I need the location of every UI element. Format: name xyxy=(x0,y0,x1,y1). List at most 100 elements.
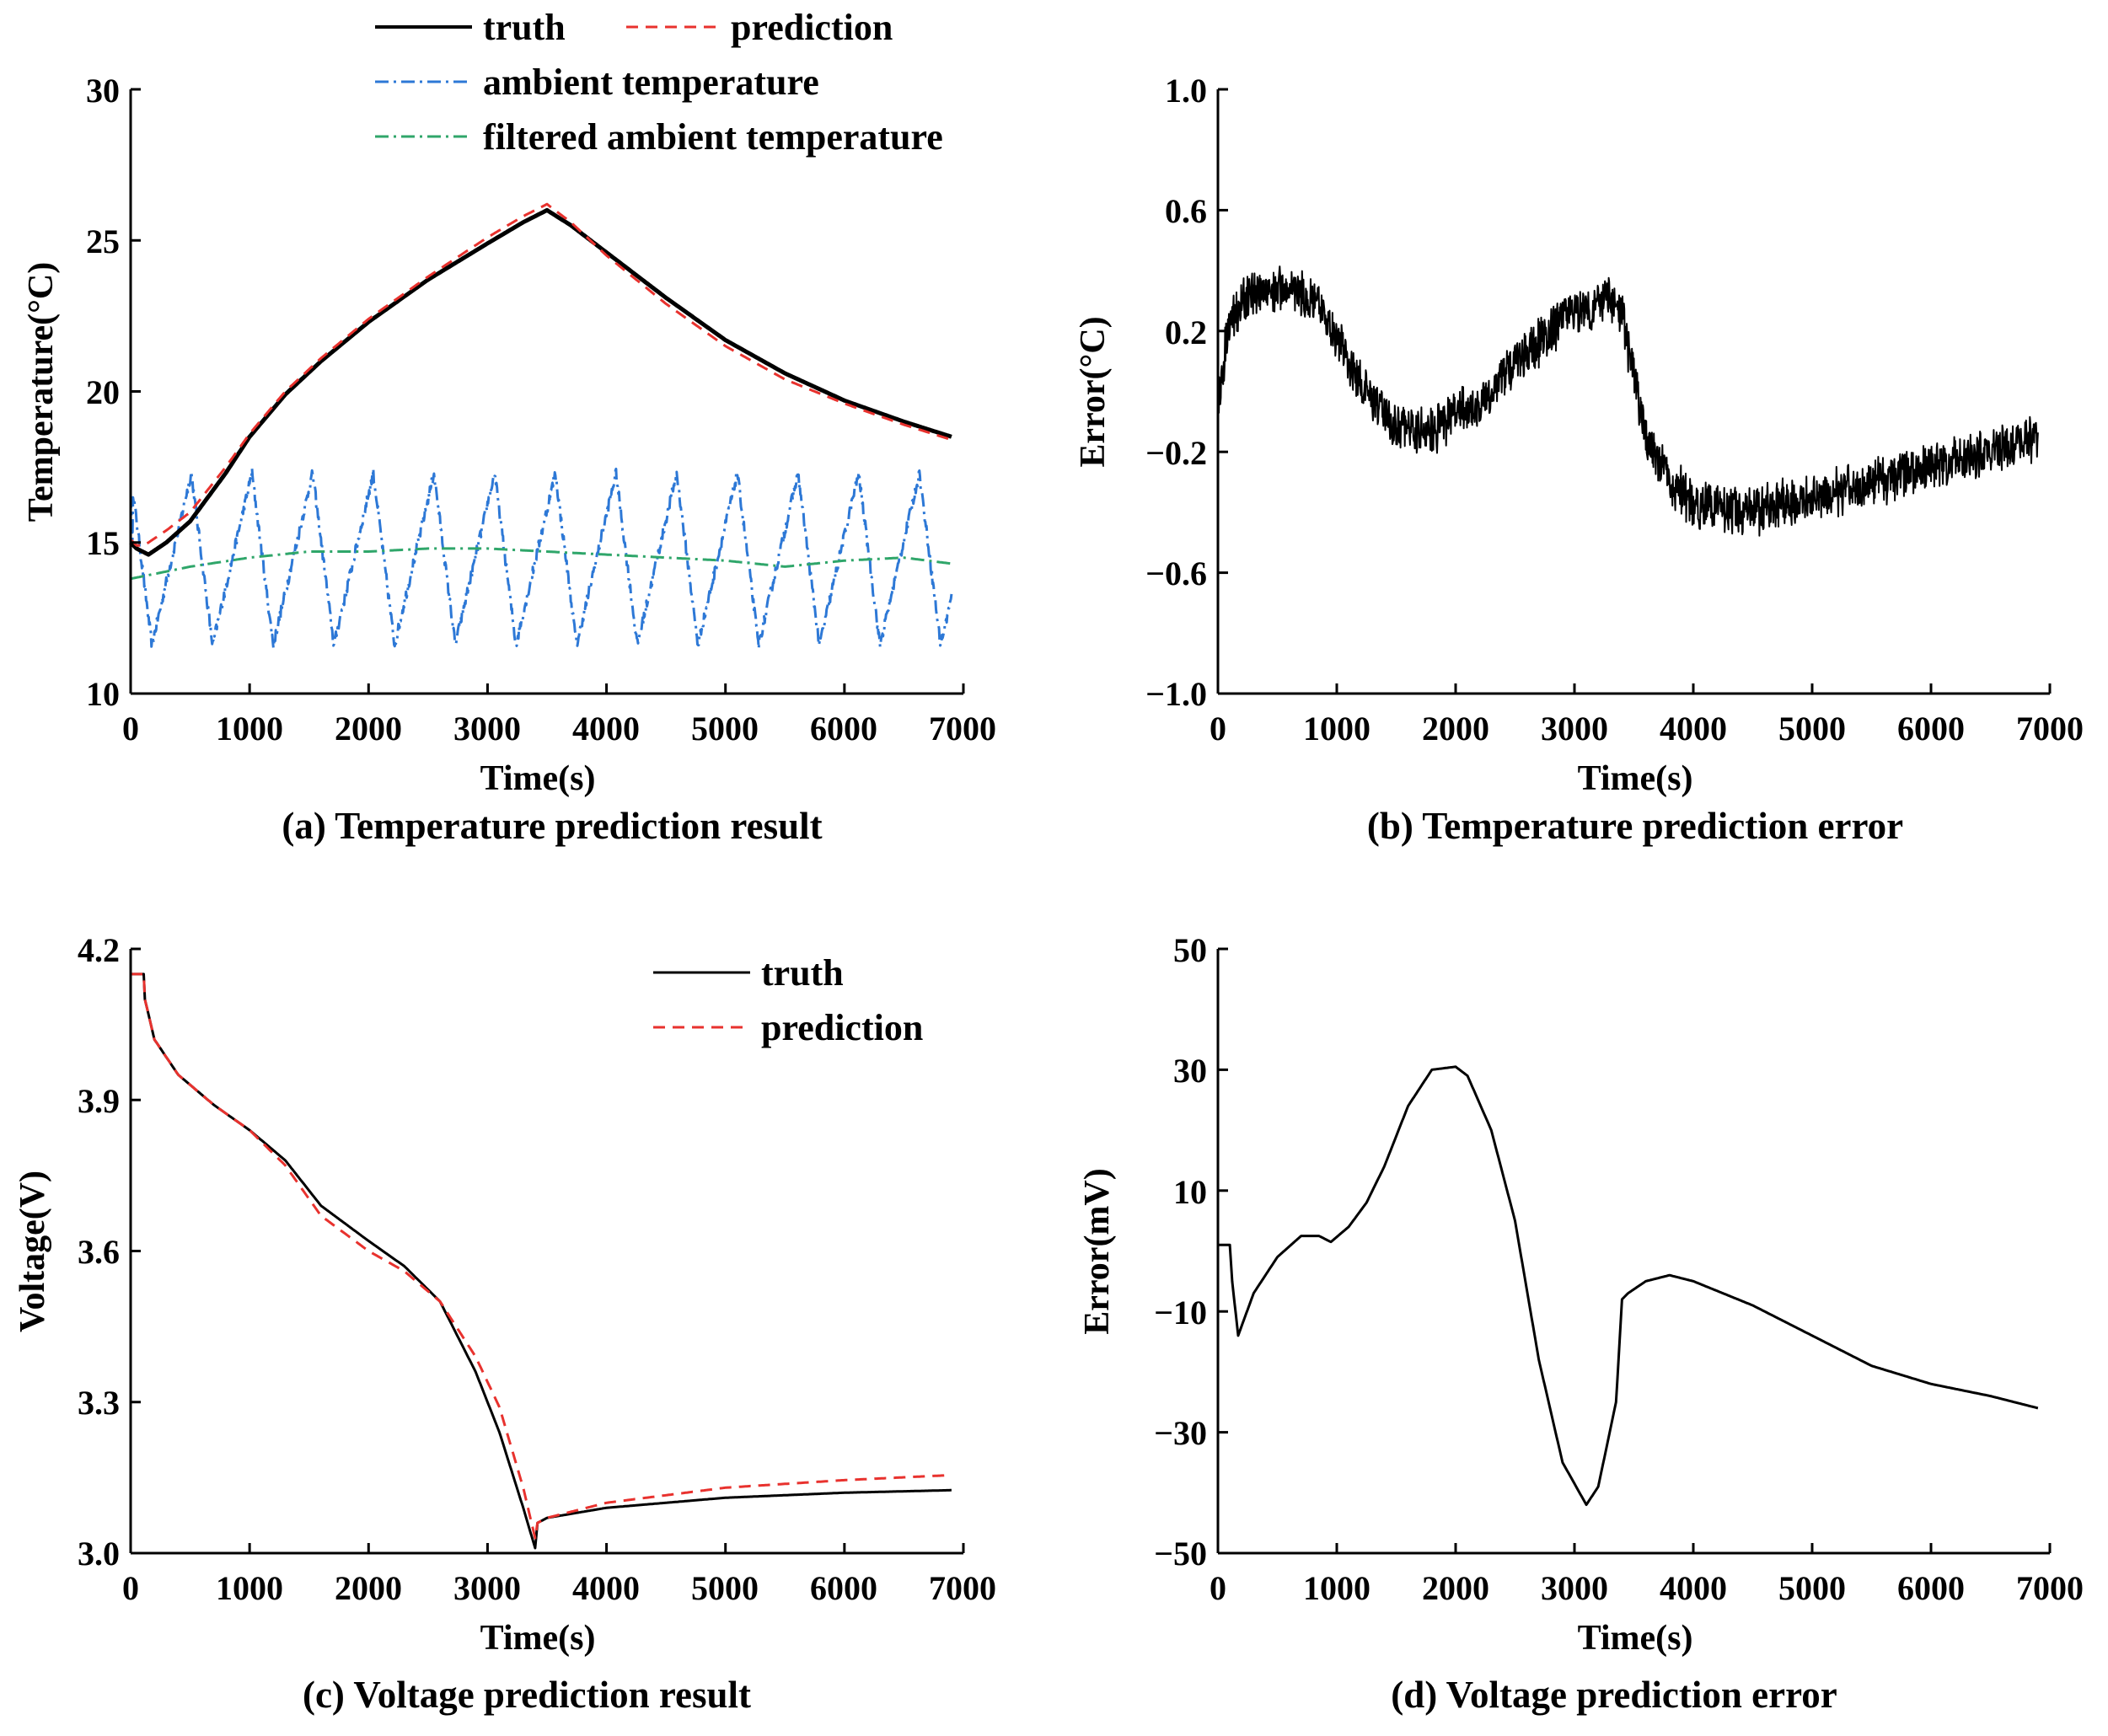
y-tick-label: 1.0 xyxy=(1165,72,1207,110)
legend-label-ambient: ambient temperature xyxy=(483,62,819,103)
y-axis-title: Voltage(V) xyxy=(13,1171,52,1332)
x-tick-label: 0 xyxy=(122,710,139,747)
y-tick-label: 3.0 xyxy=(78,1535,120,1573)
y-tick-labels: 3.0 3.3 3.6 3.9 4.2 xyxy=(78,931,120,1573)
x-tick-label: 2000 xyxy=(335,710,402,747)
series-line-prediction xyxy=(130,972,952,1540)
y-tick-label: 3.6 xyxy=(78,1233,120,1271)
x-tick-labels: 0 1000 2000 3000 4000 5000 6000 7000 xyxy=(122,710,996,747)
x-tick-label: 7000 xyxy=(2016,710,2084,747)
x-tick-label: 1000 xyxy=(1303,1569,1370,1607)
y-tick-label: 30 xyxy=(86,72,120,110)
y-tick-label: 3.9 xyxy=(78,1082,120,1120)
legend-label-truth: truth xyxy=(483,7,566,48)
y-tick-label: −30 xyxy=(1154,1414,1207,1452)
y-tick-labels: 10 15 20 25 30 xyxy=(86,72,120,713)
y-tick-label: 10 xyxy=(86,675,120,713)
legend-label-truth: truth xyxy=(761,952,844,994)
x-tick-label: 6000 xyxy=(1897,710,1965,747)
y-tick-label: −1.0 xyxy=(1145,675,1207,713)
y-tick-label: 0.2 xyxy=(1165,313,1207,351)
chart-caption: (c) Voltage prediction result xyxy=(303,1674,751,1716)
x-tick-label: 3000 xyxy=(1541,1569,1608,1607)
y-tick-label: 30 xyxy=(1173,1052,1207,1090)
legend-label-prediction: prediction xyxy=(761,1007,923,1048)
x-tick-label: 7000 xyxy=(929,1569,996,1607)
series-line-error xyxy=(1217,1065,2039,1507)
x-tick-label: 3000 xyxy=(453,1569,521,1607)
x-tick-label: 5000 xyxy=(691,1569,759,1607)
voltage-error-chart: 0 1000 2000 3000 4000 5000 6000 7000 50 … xyxy=(1078,931,2084,1716)
temperature-error-series-group xyxy=(1217,265,2039,537)
x-axis-title: Time(s) xyxy=(1578,759,1693,798)
x-tick-label: 4000 xyxy=(1660,1569,1727,1607)
x-tick-label: 6000 xyxy=(1897,1569,1965,1607)
x-axis-title: Time(s) xyxy=(480,1619,596,1658)
x-tick-label: 1000 xyxy=(216,710,283,747)
legend-label-prediction: prediction xyxy=(731,7,893,48)
temperature-error-chart: 0 1000 2000 3000 4000 5000 6000 7000 1.0… xyxy=(1074,72,2084,847)
y-tick-label: 0.6 xyxy=(1165,192,1207,230)
y-tick-label: −10 xyxy=(1154,1294,1207,1331)
x-tick-label: 1000 xyxy=(1303,710,1370,747)
x-tick-label: 3000 xyxy=(1541,710,1608,747)
x-tick-label: 4000 xyxy=(572,710,640,747)
y-tick-label: −50 xyxy=(1154,1535,1207,1573)
series-line-prediction xyxy=(129,202,952,547)
chart-caption: (b) Temperature prediction error xyxy=(1367,805,1903,847)
x-tick-label: 3000 xyxy=(453,710,521,747)
chart-caption: (d) Voltage prediction error xyxy=(1391,1674,1837,1716)
chart-caption: (a) Temperature prediction result xyxy=(282,805,822,847)
x-tick-label: 4000 xyxy=(1660,710,1727,747)
x-tick-labels: 0 1000 2000 3000 4000 5000 6000 7000 xyxy=(1210,1569,2084,1607)
x-axis-title: Time(s) xyxy=(1578,1619,1693,1658)
x-tick-label: 2000 xyxy=(335,1569,402,1607)
legend-label-filtered: filtered ambient temperature xyxy=(483,116,943,158)
x-tick-label: 0 xyxy=(122,1569,139,1607)
y-tick-label: 10 xyxy=(1173,1173,1207,1211)
x-tick-label: 2000 xyxy=(1422,710,1489,747)
series-line-truth xyxy=(129,207,952,557)
y-tick-labels: 1.0 0.6 0.2 −0.2 −0.6 −1.0 xyxy=(1145,72,1207,713)
y-tick-label: 20 xyxy=(86,373,120,411)
x-tick-label: 0 xyxy=(1210,1569,1226,1607)
x-tick-label: 0 xyxy=(1210,710,1226,747)
x-tick-labels: 0 1000 2000 3000 4000 5000 6000 7000 xyxy=(1210,710,2084,747)
x-tick-label: 1000 xyxy=(216,1569,283,1607)
x-tick-label: 5000 xyxy=(1778,1569,1846,1607)
x-tick-label: 6000 xyxy=(810,710,877,747)
series-line-error xyxy=(1217,265,2039,537)
x-tick-label: 5000 xyxy=(691,710,759,747)
axis-ticks xyxy=(129,88,965,695)
x-tick-labels: 0 1000 2000 3000 4000 5000 6000 7000 xyxy=(122,1569,996,1607)
y-tick-label: −0.6 xyxy=(1145,555,1207,592)
x-tick-label: 7000 xyxy=(2016,1569,2084,1607)
y-tick-label: 4.2 xyxy=(78,931,120,969)
x-tick-label: 2000 xyxy=(1422,1569,1489,1607)
legend: truth prediction ambient temperature fil… xyxy=(375,7,943,158)
y-tick-label: −0.2 xyxy=(1145,434,1207,472)
y-tick-label: 15 xyxy=(86,524,120,562)
y-tick-label: 50 xyxy=(1173,931,1207,969)
series-line-filtered-ambient-temperature xyxy=(130,547,952,581)
voltage-error-series-group xyxy=(1217,1065,2039,1507)
y-axis-title: Error(°C) xyxy=(1074,316,1113,467)
x-tick-label: 5000 xyxy=(1778,710,1846,747)
x-tick-label: 7000 xyxy=(929,710,996,747)
x-tick-label: 6000 xyxy=(810,1569,877,1607)
legend: truth prediction xyxy=(653,952,923,1048)
y-tick-label: 25 xyxy=(86,222,120,260)
y-axis-title: Temperature(°C) xyxy=(22,262,61,522)
x-tick-label: 4000 xyxy=(572,1569,640,1607)
y-tick-labels: 50 30 10 −10 −30 −50 xyxy=(1154,931,1207,1573)
voltage-series-group xyxy=(130,972,952,1550)
axis-ticks xyxy=(129,947,965,1555)
temperature-series-group xyxy=(129,202,953,651)
x-axis-title: Time(s) xyxy=(480,759,596,798)
y-tick-label: 3.3 xyxy=(78,1384,120,1422)
y-axis-title: Error(mV) xyxy=(1078,1168,1117,1334)
temperature-prediction-chart: 0 1000 2000 3000 4000 5000 6000 7000 10 … xyxy=(22,7,996,847)
axis-ticks xyxy=(1216,947,2052,1555)
series-line-ambient-temperature xyxy=(129,467,953,651)
